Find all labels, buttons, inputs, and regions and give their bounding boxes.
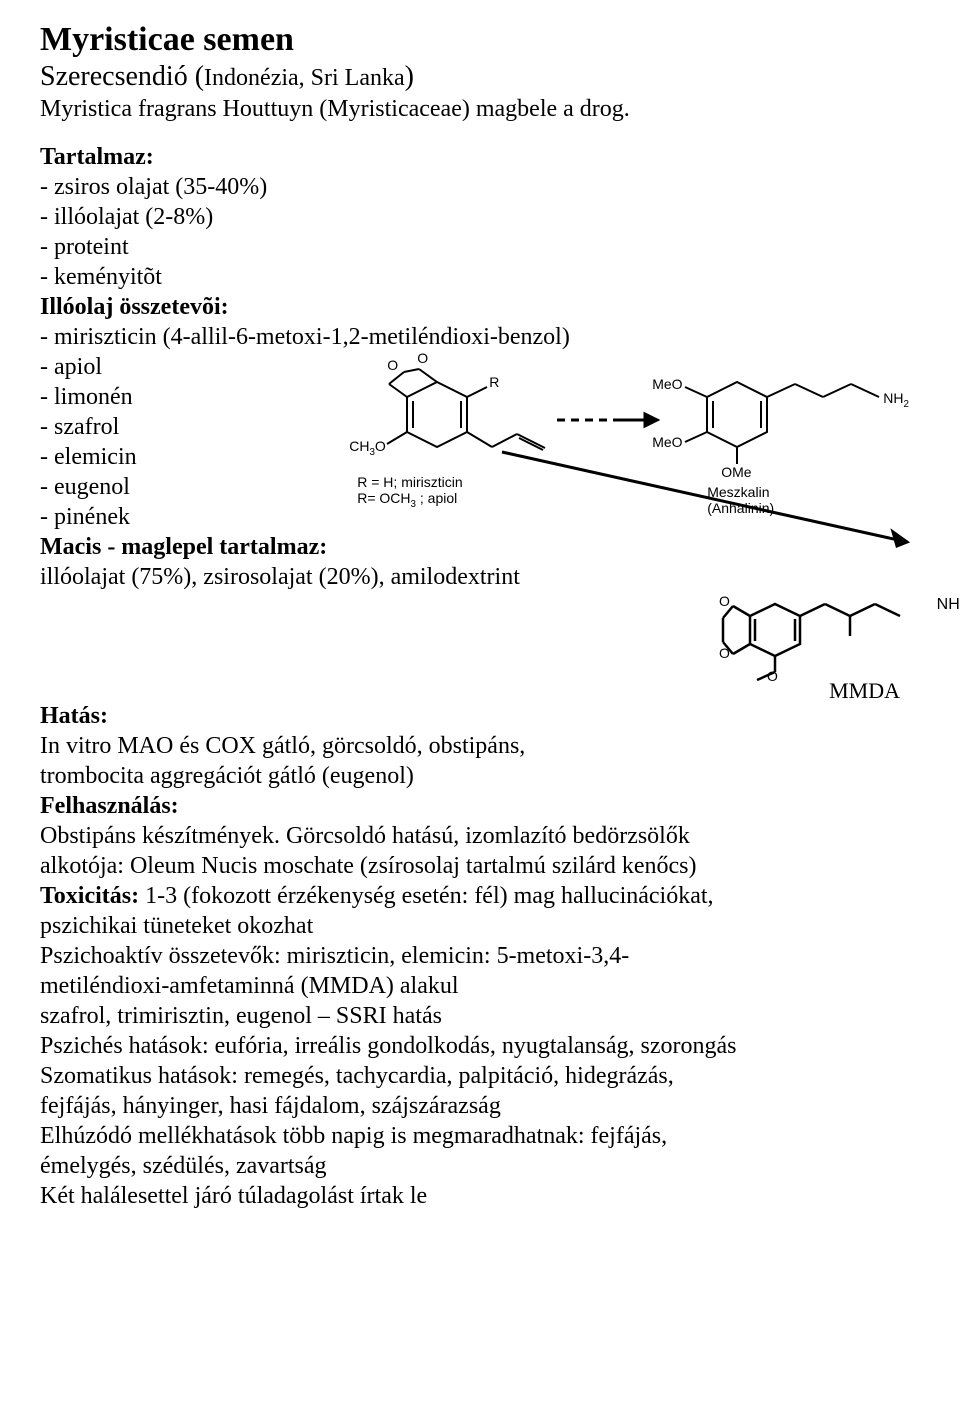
- mmda-nh2a: NH: [937, 596, 960, 613]
- body-line: szafrol, trimirisztin, eugenol – SSRI ha…: [40, 1001, 960, 1031]
- tox-block: Toxicitás: 1-3 (fokozott érzékenység ese…: [40, 881, 960, 941]
- species-line: Myristica fragrans Houttuyn (Myristicace…: [40, 94, 960, 124]
- tartalmaz-item: - proteint: [40, 232, 960, 262]
- illoolaj-row: - apiol - limonén - szafrol - elemicin -…: [40, 352, 960, 562]
- ch3o-a: CH: [349, 438, 369, 454]
- felh-line: Obstipáns készítmények. Görcsoldó hatású…: [40, 821, 960, 851]
- o-label: O: [417, 350, 428, 368]
- felh-block: Felhasználás: Obstipáns készítmények. Gö…: [40, 791, 960, 881]
- illoolaj-item: - eugenol: [40, 472, 327, 502]
- hatas-head: Hatás:: [40, 701, 960, 731]
- rdef2a: R= OCH: [357, 490, 410, 506]
- rdef2b: ; apiol: [416, 490, 457, 506]
- mmda-nh2: NH2: [937, 596, 960, 613]
- subtitle: Szerecsendió (Indonézia, Sri Lanka): [40, 59, 960, 94]
- ch3o-tail: O: [375, 438, 386, 454]
- svg-text:O: O: [719, 593, 730, 609]
- tox-tail: 1-3 (fokozott érzékenység esetén: fél) m…: [145, 883, 713, 909]
- header-block: Myristicae semen Szerecsendió (Indonézia…: [40, 20, 960, 124]
- illoolaj-first: - miriszticin (4-allil-6-metoxi-1,2-meti…: [40, 322, 960, 352]
- hatas-line: In vitro MAO és COX gátló, görcsoldó, ob…: [40, 731, 960, 761]
- illoolaj-item: - szafrol: [40, 412, 327, 442]
- body-line: Pszichoaktív összetevők: miriszticin, el…: [40, 941, 960, 971]
- nh2a: NH: [883, 390, 903, 406]
- tartalmaz-item: - zsiros olajat (35-40%): [40, 172, 960, 202]
- illoolaj-left: - apiol - limonén - szafrol - elemicin -…: [40, 352, 327, 562]
- illoolaj-item: - apiol: [40, 352, 327, 382]
- illoolaj-item: - elemicin: [40, 442, 327, 472]
- subtitle-prefix: Szerecsendió (: [40, 61, 204, 92]
- rdef2: R= OCH3 ; apiol: [357, 490, 457, 511]
- body-block: Pszichoaktív összetevők: miriszticin, el…: [40, 941, 960, 1211]
- r-label: R: [489, 374, 499, 392]
- meszkalin-label: Meszkalin: [707, 484, 769, 502]
- tartalmaz-item: - keményitõt: [40, 262, 960, 292]
- reaction-diagram: O O R CH3O R = H; miriszticin R= OCH3 ; …: [347, 352, 960, 562]
- body-line: fejfájás, hányinger, hasi fájdalom, száj…: [40, 1091, 960, 1121]
- body-line: Pszichés hatások: eufória, irreális gond…: [40, 1031, 960, 1061]
- meo-label: MeO: [652, 434, 682, 452]
- page-title: Myristicae semen: [40, 20, 960, 59]
- body-line: Elhúzódó mellékhatások több napig is meg…: [40, 1121, 960, 1151]
- nh2-label: NH2: [883, 390, 909, 411]
- macis-head: Macis - maglepel tartalmaz:: [40, 532, 327, 562]
- body-line: Két halálesettel járó túladagolást írtak…: [40, 1181, 960, 1211]
- meo-label: MeO: [652, 376, 682, 394]
- mmda-svg: O O O: [695, 586, 935, 681]
- body-line: metiléndioxi-amfetaminná (MMDA) alakul: [40, 971, 960, 1001]
- illoolaj-block: Illóolaj összetevõi: - miriszticin (4-al…: [40, 292, 960, 592]
- svg-text:O: O: [767, 668, 778, 681]
- hatas-line: trombocita aggregációt gátló (eugenol): [40, 761, 960, 791]
- illoolaj-item: - limonén: [40, 382, 327, 412]
- subtitle-suffix: ): [405, 61, 414, 92]
- body-line: Szomatikus hatások: remegés, tachycardia…: [40, 1061, 960, 1091]
- svg-text:O: O: [719, 645, 730, 661]
- tartalmaz-head: Tartalmaz:: [40, 142, 960, 172]
- tox-head: Toxicitás:: [40, 883, 145, 909]
- illoolaj-head: Illóolaj összetevõi:: [40, 292, 960, 322]
- tartalmaz-item: - illóolajat (2-8%): [40, 202, 960, 232]
- tox-line2: pszichikai tüneteket okozhat: [40, 911, 960, 941]
- anhalinin-label: (Anhalinin): [707, 500, 774, 518]
- nh2sub: 2: [903, 399, 908, 410]
- subtitle-small: Indonézia, Sri Lanka: [204, 65, 405, 91]
- felh-head: Felhasználás:: [40, 791, 960, 821]
- ch3o-label: CH3O: [349, 438, 386, 459]
- body-line: émelygés, szédülés, zavartság: [40, 1151, 960, 1181]
- felh-line: alkotója: Oleum Nucis moschate (zsírosol…: [40, 851, 960, 881]
- hatas-block: Hatás: In vitro MAO és COX gátló, görcso…: [40, 701, 960, 791]
- rdef1: R = H; miriszticin: [357, 474, 462, 492]
- illoolaj-item: - pinének: [40, 502, 327, 532]
- o-label: O: [387, 357, 398, 375]
- mmda-block: O O O NH2 MMDA: [40, 586, 960, 705]
- tox-line1: Toxicitás: 1-3 (fokozott érzékenység ese…: [40, 881, 960, 911]
- ome-label: OMe: [721, 464, 751, 482]
- tartalmaz-block: Tartalmaz: - zsiros olajat (35-40%) - il…: [40, 142, 960, 292]
